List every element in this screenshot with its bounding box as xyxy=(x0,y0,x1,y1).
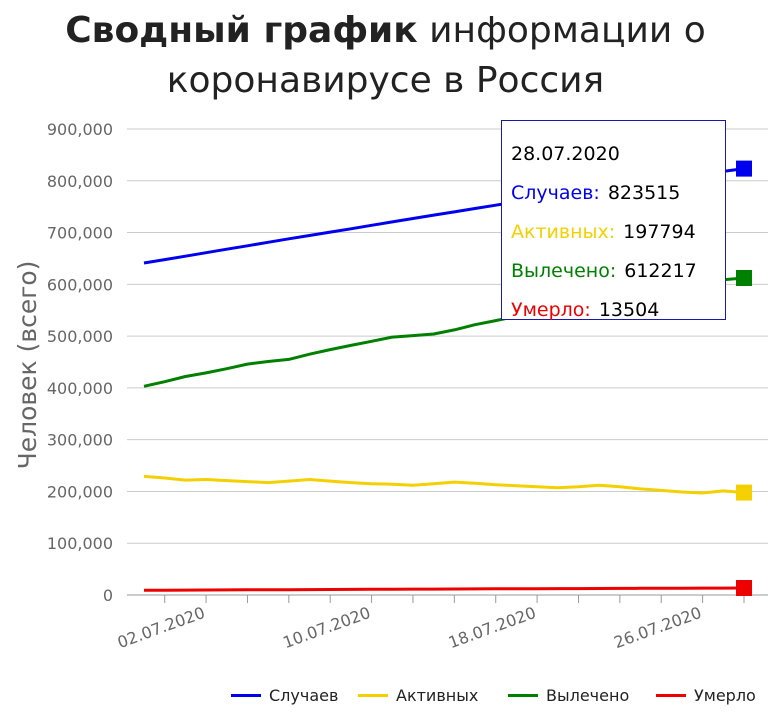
y-tick-label: 500,000 xyxy=(47,327,113,346)
y-tick-label: 700,000 xyxy=(47,224,113,243)
tooltip-label-active: Активных: xyxy=(511,221,616,243)
tooltip-label-cases: Случаев: xyxy=(511,182,600,204)
legend-item-deaths[interactable]: Умерло xyxy=(656,682,756,708)
tooltip-value-recovered: 612217 xyxy=(624,260,697,282)
y-tick-label: 800,000 xyxy=(47,172,113,191)
tooltip-value-deaths: 13504 xyxy=(598,299,660,321)
y-tick-label: 900,000 xyxy=(47,120,113,139)
tooltip-date: 28.07.2020 xyxy=(511,143,620,165)
series-marker-2 xyxy=(736,270,752,287)
y-tick-label: 300,000 xyxy=(47,431,113,450)
chart-title: Сводный график информации о коронавирусе… xyxy=(0,6,771,106)
legend-swatch-deaths xyxy=(656,693,686,697)
y-tick-label: 600,000 xyxy=(47,275,113,294)
x-tick-label: 18.07.2020 xyxy=(446,603,539,652)
legend-item-active[interactable]: Активных xyxy=(358,682,478,708)
series-marker-3 xyxy=(736,580,752,597)
y-tick-label: 100,000 xyxy=(47,534,113,553)
tooltip-row-deaths: Умерло: 13504 xyxy=(511,291,725,330)
tooltip: 28.07.2020 Случаев: 823515 Активных: 19779… xyxy=(501,120,726,321)
y-axis-label: Человек (всего) xyxy=(13,261,42,470)
tooltip-row-active: Активных: 197794 xyxy=(511,213,725,252)
y-tick-label: 400,000 xyxy=(47,379,113,398)
series-line-3 xyxy=(143,586,745,592)
legend-swatch-recovered xyxy=(508,693,538,697)
series-marker-0 xyxy=(736,160,752,177)
series-line-1 xyxy=(143,474,745,495)
legend-label-deaths: Умерло xyxy=(694,685,756,705)
series-marker-1 xyxy=(736,484,752,501)
tooltip-row-recovered: Вылечено: 612217 xyxy=(511,252,725,291)
legend-label-active: Активных xyxy=(396,685,479,705)
chart-title-rest: информации о коронавирусе в Россия xyxy=(166,10,706,101)
x-tick-label: 10.07.2020 xyxy=(280,603,373,652)
tooltip-row-cases: Случаев: 823515 xyxy=(511,174,725,213)
legend-swatch-active xyxy=(358,693,388,697)
x-tick-label: 02.07.2020 xyxy=(115,603,208,652)
tooltip-value-active: 197794 xyxy=(623,221,696,243)
legend-label-cases: Случаев xyxy=(269,685,339,705)
y-tick-label: 200,000 xyxy=(47,482,113,501)
legend-item-cases[interactable]: Случаев xyxy=(231,682,338,708)
x-tick-label: 26.07.2020 xyxy=(611,603,704,652)
legend: Случаев Активных Вылечено Умерло xyxy=(0,682,771,708)
tooltip-label-recovered: Вылечено: xyxy=(511,260,617,282)
y-tick-label: 0 xyxy=(103,586,113,605)
legend-item-recovered[interactable]: Вылечено xyxy=(508,682,629,708)
chart-title-bold: Сводный график xyxy=(65,10,418,51)
tooltip-value-cases: 823515 xyxy=(607,182,681,204)
tooltip-label-deaths: Умерло: xyxy=(511,299,591,321)
legend-swatch-cases xyxy=(231,693,261,697)
legend-label-recovered: Вылечено xyxy=(546,685,630,705)
